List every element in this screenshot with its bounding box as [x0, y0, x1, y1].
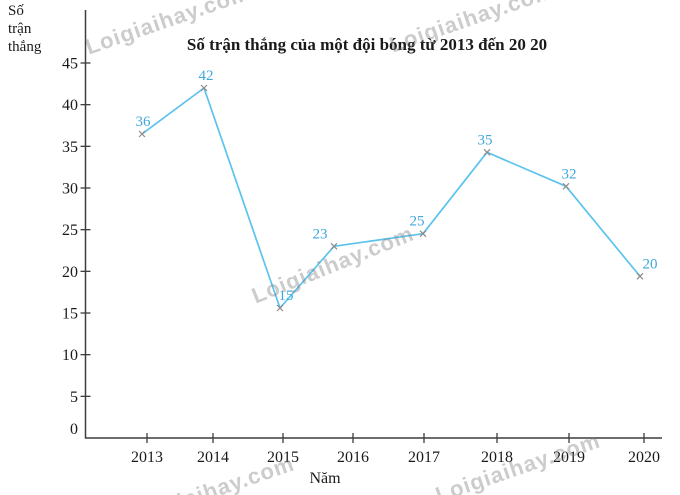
- y-tick-label: 45: [62, 56, 78, 73]
- data-point-label: 36: [136, 114, 152, 130]
- data-point-label: 42: [199, 68, 214, 84]
- y-axis-title-line: Số: [8, 3, 24, 19]
- y-tick-label: 30: [62, 181, 78, 198]
- x-tick-label: 2016: [337, 449, 369, 466]
- x-tick-label: 2014: [197, 449, 229, 466]
- x-tick-label: 2017: [408, 449, 440, 466]
- data-point-marker: [636, 272, 644, 280]
- chart-title: Số trận thắng của một đội bóng từ 2013 đ…: [186, 35, 548, 54]
- y-tick-label: 15: [62, 306, 78, 323]
- y-tick-label: 10: [62, 347, 78, 364]
- x-axis-title: Năm: [309, 470, 341, 487]
- data-line: [141, 87, 641, 309]
- data-point-label: 23: [313, 226, 328, 242]
- y-axis-title-line: thắng: [8, 39, 42, 55]
- y-tick-label: 25: [62, 222, 78, 239]
- x-tick-label: 2019: [553, 449, 585, 466]
- data-point-marker: [330, 242, 338, 250]
- data-point-label: 25: [410, 214, 425, 230]
- data-point-marker: [483, 148, 491, 156]
- data-point-marker: [138, 130, 146, 138]
- x-tick-label: 2020: [628, 449, 660, 466]
- y-tick-label: 40: [62, 97, 78, 114]
- x-tick-label: 2013: [131, 449, 163, 466]
- y-tick-label: 5: [70, 389, 78, 406]
- data-point-label: 35: [478, 132, 493, 148]
- y-tick-label: 0: [70, 421, 78, 438]
- data-point-marker: [419, 230, 427, 238]
- data-point-label: 20: [643, 256, 658, 272]
- y-axis-title-line: trận: [8, 21, 32, 37]
- y-tick-label: 35: [62, 139, 78, 156]
- data-point-marker: [562, 182, 570, 190]
- data-point-marker: [276, 304, 284, 312]
- y-tick-label: 20: [62, 264, 78, 281]
- y-axis-title: Số trận thắng: [8, 2, 41, 56]
- x-tick-label: 2015: [267, 449, 299, 466]
- data-point-label: 32: [562, 166, 577, 182]
- data-point-label: 15: [279, 288, 294, 304]
- x-tick-label: 2018: [481, 449, 513, 466]
- data-point-marker: [200, 84, 208, 92]
